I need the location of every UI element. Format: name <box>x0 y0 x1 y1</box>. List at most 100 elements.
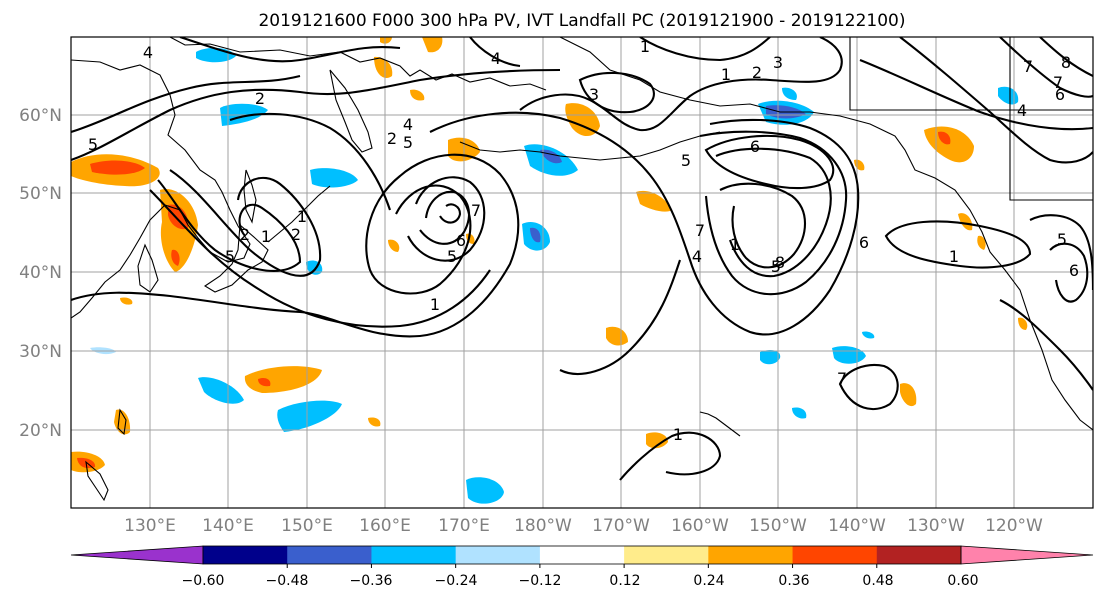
pv-contour <box>578 71 655 114</box>
contour-label: 4 <box>1017 101 1027 120</box>
pv-contour <box>229 112 391 211</box>
colorbar-swatch <box>455 546 541 564</box>
colorbar-swatch <box>708 546 794 564</box>
colorbar-tick-label: 0.60 <box>947 573 978 589</box>
colorbar-extend-low <box>70 545 204 565</box>
longitude-labels: 130°E 140°E 150°E 160°E 170°E 180°W 170°… <box>124 516 1043 536</box>
positive-anomaly-region <box>120 297 133 305</box>
positive-anomaly-region <box>368 417 381 427</box>
positive-anomaly-region <box>900 383 917 407</box>
colorbar-swatch <box>624 546 709 564</box>
pv-contour <box>71 153 520 338</box>
latitude-labels: 60°N 50°N 40°N 30°N 20°N <box>19 106 62 441</box>
contour-label: 1 <box>297 207 307 226</box>
pv-contour <box>149 189 491 328</box>
positive-anomaly-region <box>380 37 392 44</box>
lon-label: 140°W <box>828 516 886 536</box>
colorbar-tick-label: 0.24 <box>693 573 724 589</box>
lat-label: 60°N <box>19 106 62 126</box>
contour-label: 5 <box>1057 230 1067 249</box>
positive-anomaly-region <box>958 213 973 231</box>
pv-contour <box>169 169 322 277</box>
pv-contour <box>619 431 722 481</box>
contour-label: 7 <box>1053 73 1063 92</box>
lat-label: 50°N <box>19 184 62 204</box>
contour-label-layer: 4 4 1 2 3 1 2 3 5 2 5 4 5 1 2 1 2 6 5 1 <box>88 37 1079 444</box>
coastline-kamchatka <box>329 69 373 153</box>
map-panel: 4 4 1 2 3 1 2 3 5 2 5 4 5 1 2 1 2 6 5 1 <box>70 36 1094 509</box>
lat-label: 30°N <box>19 342 62 362</box>
contour-label: 1 <box>673 425 683 444</box>
positive-anomaly-region <box>422 37 443 53</box>
pv-contour <box>439 203 462 224</box>
lon-label: 150°W <box>749 516 807 536</box>
contour-label: 8 <box>775 253 785 272</box>
positive-anomaly-core <box>90 160 145 175</box>
lon-label: 130°E <box>124 516 176 536</box>
contour-label: 6 <box>1055 85 1065 104</box>
colorbar <box>70 545 1094 568</box>
coastline-sakhalin <box>243 169 257 224</box>
colorbar-tick-label: 0.48 <box>862 573 893 589</box>
lon-label: 130°W <box>907 516 965 536</box>
contour-label: 3 <box>773 53 783 72</box>
map-title: 2019121600 F000 300 hPa PV, IVT Landfall… <box>258 11 905 31</box>
pv-contour <box>429 111 860 336</box>
pv-contour <box>899 37 1093 164</box>
lon-label: 180°W <box>514 516 572 536</box>
coastline-asia <box>71 59 251 319</box>
pv-contour <box>157 179 302 272</box>
pv-contour <box>699 130 848 296</box>
colorbar-tick-label: 0.36 <box>778 573 809 589</box>
contour-label: 2 <box>240 225 250 244</box>
ivt-anomaly-fills <box>71 37 1028 504</box>
colorbar-tick-label: −0.48 <box>266 573 309 589</box>
lon-label: 170°W <box>592 516 650 536</box>
colorbar-tick-labels: −0.60 −0.48 −0.36 −0.24 −0.12 0.12 0.24 … <box>182 573 979 589</box>
coastline-canada <box>849 37 1093 201</box>
contour-label: 6 <box>750 137 760 156</box>
positive-anomaly-core <box>938 131 951 145</box>
pv-contour <box>71 74 301 134</box>
coastline-kurils <box>267 185 331 243</box>
positive-anomaly-region <box>606 326 628 346</box>
negative-anomaly-region <box>998 86 1019 105</box>
coastline-hawaii <box>699 411 741 437</box>
negative-anomaly-region <box>862 331 875 339</box>
pv-contour <box>179 37 401 63</box>
positive-anomaly-core <box>258 377 271 387</box>
lon-label: 160°E <box>359 516 411 536</box>
contour-label: 6 <box>1069 261 1079 280</box>
coastline-korea-japan <box>137 243 159 293</box>
pv-contour <box>884 220 1032 269</box>
positive-anomaly-region <box>1018 317 1028 330</box>
pv-contour <box>1049 242 1089 303</box>
pv-contour <box>719 182 806 269</box>
positive-anomaly-core <box>171 249 180 266</box>
contour-label: 2 <box>291 225 301 244</box>
lat-label: 20°N <box>19 421 62 441</box>
positive-anomaly-region <box>374 56 393 78</box>
negative-anomaly-region <box>310 168 358 188</box>
contour-label: 5 <box>681 151 691 170</box>
pv-contour <box>838 364 899 411</box>
contour-label: 4 <box>692 247 702 266</box>
contour-label: 2 <box>752 63 762 82</box>
colorbar-frame <box>202 545 962 565</box>
coastline-alaska <box>559 37 1093 431</box>
colorbar-tick-label: −0.24 <box>435 573 478 589</box>
contour-label: 1 <box>430 295 440 314</box>
contour-label: 3 <box>589 85 599 104</box>
coastline-siberia <box>169 37 547 91</box>
negative-anomaly-region <box>760 350 781 365</box>
colorbar-swatch <box>539 546 625 564</box>
pv-contour <box>715 147 832 278</box>
contour-label: 7 <box>837 369 847 388</box>
pv-contour <box>71 68 561 161</box>
contour-label: 7 <box>1023 57 1033 76</box>
lon-label: 170°E <box>438 516 490 536</box>
colorbar-swatch <box>287 546 372 564</box>
lon-label: 150°E <box>281 516 333 536</box>
contour-label: 7 <box>471 201 481 220</box>
